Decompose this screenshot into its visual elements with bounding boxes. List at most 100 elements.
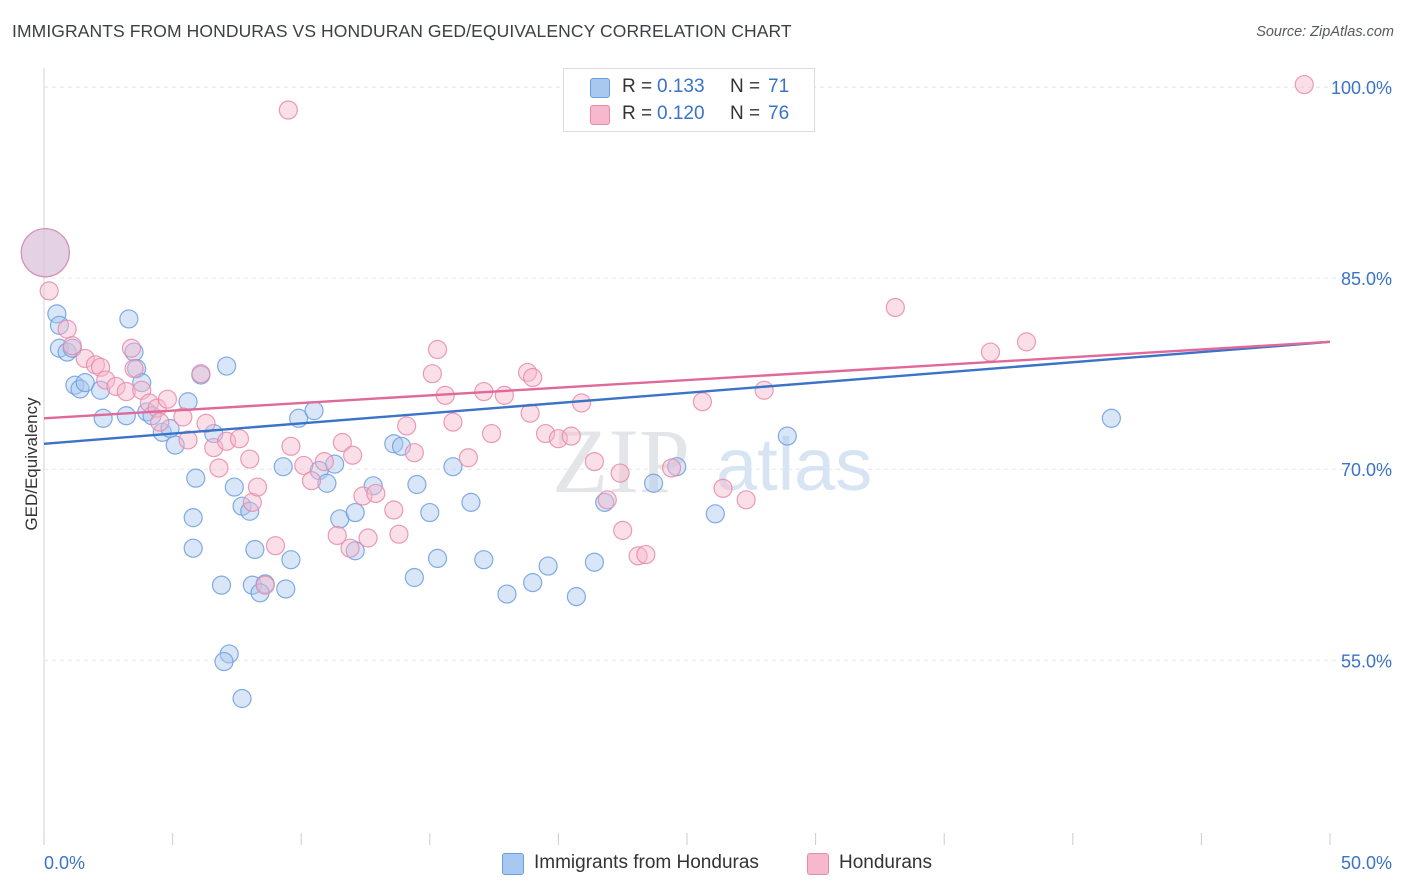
y-axis-label: GED/Equivalency (22, 397, 41, 531)
data-point-honduras-immigrant (538, 556, 558, 576)
data-point-honduran (628, 546, 648, 566)
data-point-honduran (1294, 74, 1314, 95)
data-point-honduras-immigrant (705, 504, 725, 524)
data-point-honduran (301, 471, 322, 491)
data-point-honduran (523, 367, 543, 388)
data-point-honduras-immigrant (345, 502, 365, 523)
data-point-honduras-immigrant (584, 552, 605, 572)
data-point-honduran (980, 342, 1001, 362)
data-point-honduras-immigrant (116, 406, 136, 426)
data-point-honduran (209, 458, 229, 478)
axes (43, 68, 1331, 845)
data-point-honduras-immigrant (245, 539, 265, 560)
data-point-honduras-immigrant (1101, 408, 1121, 428)
bottom-legend-swatch-pink (807, 853, 829, 875)
data-point-honduran (124, 359, 144, 379)
data-point-honduran (240, 449, 260, 469)
data-point-honduran (610, 463, 630, 483)
data-point-honduran (90, 357, 111, 377)
bottom-legend-swatch-blue (502, 853, 524, 875)
data-point-honduran (294, 455, 314, 476)
data-point-honduran (106, 376, 126, 397)
data-point-honduras-immigrant (595, 492, 615, 512)
x-tick-label: 0.0% (44, 853, 85, 873)
data-point-honduran (62, 336, 82, 356)
chart-title: IMMIGRANTS FROM HONDURAS VS HONDURAN GED… (12, 21, 792, 41)
data-point-honduran (96, 370, 116, 390)
data-point-honduran (157, 389, 178, 409)
data-point-honduran (692, 392, 713, 412)
data-point-honduras-immigrant (304, 401, 324, 421)
data-point-honduran (150, 412, 170, 432)
trend-line-blue (43, 340, 1331, 445)
legend-n-label: N = (730, 103, 761, 124)
data-point-honduran (116, 381, 136, 402)
data-point-honduran (85, 355, 106, 375)
data-point-honduran (561, 426, 581, 446)
data-point-honduras-immigrant (90, 380, 111, 400)
legend-box: R = 0.133 N = 71 R = 0.120 N = 76 (563, 68, 815, 132)
data-point-honduran (191, 364, 211, 384)
data-point-honduran (327, 525, 347, 546)
data-point-honduran (247, 477, 268, 497)
data-point-honduran (458, 448, 478, 468)
legend-swatch-pink (590, 105, 610, 125)
data-point-honduras-immigrant (224, 477, 244, 497)
y-tick-label: 55.0% (1341, 651, 1392, 671)
data-point-honduran (397, 416, 417, 436)
data-point-honduran (358, 528, 378, 548)
data-point-honduran (343, 445, 363, 465)
data-point-honduras-immigrant (407, 474, 427, 495)
data-point-honduran (754, 380, 774, 400)
data-point-honduras-immigrant (93, 408, 113, 428)
data-point-honduras-immigrant (70, 379, 90, 399)
data-point-honduras-immigrant (276, 579, 296, 599)
data-point-honduras-immigrant (566, 587, 587, 607)
trend-lines (43, 340, 1331, 445)
data-point-honduran (597, 490, 617, 510)
data-point-honduras-immigrant (186, 468, 206, 488)
data-point-honduras-immigrant (75, 373, 95, 393)
data-point-honduras-immigrant (165, 435, 185, 455)
data-point-honduras-immigrant (232, 688, 252, 709)
data-point-honduran (571, 393, 592, 413)
series-hondurans (20, 74, 1314, 595)
data-point-honduran (57, 319, 77, 339)
data-point-honduran (443, 412, 463, 432)
data-point-honduras-immigrant (57, 342, 77, 362)
data-point-honduran (636, 544, 656, 565)
bottom-legend-label-blue: Immigrants from Honduras (534, 852, 759, 873)
trend-line-pink (43, 340, 1331, 420)
data-point-honduras-immigrant (273, 457, 293, 477)
data-point-honduran (384, 500, 404, 520)
data-point-honduran (196, 413, 216, 433)
source-credit: Source: ZipAtlas.com (1256, 24, 1394, 40)
data-point-honduras-immigrant (345, 541, 365, 561)
data-point-honduran (242, 492, 262, 512)
data-point-honduras-immigrant (404, 567, 424, 588)
data-point-honduran (178, 430, 198, 450)
data-point-honduras-immigrant (119, 309, 139, 329)
data-point-honduran (366, 483, 386, 504)
y-tick-label: 100.0% (1331, 78, 1392, 98)
data-point-honduras-immigrant (474, 550, 494, 570)
tick-labels: 55.0% 70.0% 85.0% 100.0% 0.0% 50.0% (44, 78, 1392, 873)
data-point-honduran (422, 364, 442, 384)
data-point-honduran (613, 520, 633, 540)
data-point-honduras-immigrant (211, 575, 232, 595)
data-point-honduras-immigrant (420, 502, 440, 523)
data-point-honduran (340, 538, 360, 558)
data-point-honduras-immigrant (317, 473, 337, 493)
data-point-honduras-immigrant (363, 476, 383, 496)
legend-row-blue: R = 0.133 N = 71 (564, 74, 814, 102)
data-point-honduran (885, 297, 905, 318)
data-point-honduran (229, 429, 250, 449)
data-point-honduran (481, 423, 502, 444)
data-point-honduras-immigrant (281, 550, 301, 570)
legend-n-value: 71 (768, 76, 790, 97)
data-point-honduran (278, 100, 298, 120)
data-point-honduras-immigrant (643, 473, 664, 493)
data-point-honduran (173, 407, 193, 427)
data-point-honduran (427, 339, 448, 360)
